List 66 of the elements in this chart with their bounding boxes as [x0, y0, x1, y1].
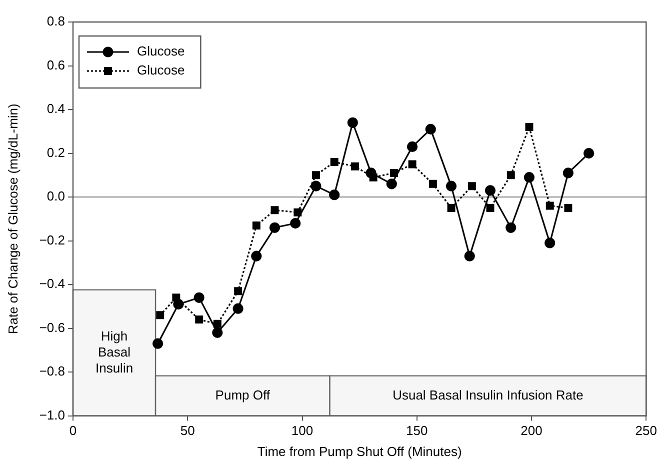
point — [506, 222, 516, 233]
x-tick-label: 250 — [635, 423, 658, 438]
x-tick-label: 200 — [520, 423, 542, 438]
point — [269, 222, 280, 233]
point — [330, 158, 338, 166]
point — [194, 292, 204, 303]
point — [447, 204, 456, 212]
y-tick-label: 0.8 — [46, 14, 65, 29]
point — [195, 316, 204, 324]
point — [351, 162, 359, 170]
y-tick-label: 0.0 — [46, 188, 65, 204]
y-tick-label: −0.8 — [39, 364, 65, 379]
point — [407, 141, 418, 152]
point — [251, 250, 262, 262]
point — [294, 208, 302, 216]
y-axis-title: Rate of Change of Glucose (mg/dL-min) — [5, 104, 20, 334]
point — [408, 160, 416, 168]
point — [546, 202, 554, 210]
point — [156, 311, 164, 320]
point — [564, 204, 572, 212]
point — [290, 218, 301, 229]
point — [312, 171, 320, 180]
point — [252, 221, 260, 230]
band-label: Usual Basal Insulin Infusion Rate — [392, 387, 584, 402]
legend-label: Glucose — [137, 44, 185, 59]
band-label: Pump Off — [215, 387, 270, 402]
point — [562, 168, 574, 178]
point — [390, 168, 398, 177]
x-tick-label: 0 — [69, 423, 77, 438]
y-tick-label: 0.6 — [46, 57, 65, 72]
point — [525, 123, 534, 131]
point — [232, 303, 244, 314]
point — [347, 117, 358, 128]
x-tick-label: 100 — [291, 423, 314, 438]
point — [270, 206, 279, 214]
point — [213, 320, 222, 328]
y-tick-label: −0.6 — [39, 320, 65, 335]
point — [544, 238, 556, 248]
point — [234, 287, 242, 296]
y-tick-label: 0.4 — [46, 101, 65, 116]
point — [425, 124, 436, 134]
band-label: High Basal Insulin — [95, 328, 134, 376]
point — [329, 190, 340, 200]
point — [212, 327, 223, 338]
point — [366, 168, 376, 178]
y-tick-label: −0.2 — [39, 232, 65, 248]
x-tick-label: 150 — [406, 423, 428, 438]
point — [310, 180, 322, 192]
point — [524, 172, 535, 183]
point — [173, 298, 184, 310]
y-tick-label: 0.2 — [46, 144, 65, 160]
point — [446, 180, 457, 192]
point — [468, 182, 476, 190]
y-tick-label: −1.0 — [39, 407, 65, 422]
point — [486, 204, 494, 212]
x-tick-label: 50 — [180, 423, 195, 438]
legend-label: Glucose — [137, 62, 185, 78]
point — [484, 185, 496, 196]
point — [386, 178, 397, 190]
point — [506, 171, 515, 180]
x-axis-title: Time from Pump Shut Off (Minutes) — [257, 444, 462, 459]
point — [464, 250, 475, 262]
point — [584, 148, 594, 159]
point — [428, 180, 437, 188]
point — [152, 338, 164, 349]
y-tick-label: −0.4 — [39, 276, 65, 292]
